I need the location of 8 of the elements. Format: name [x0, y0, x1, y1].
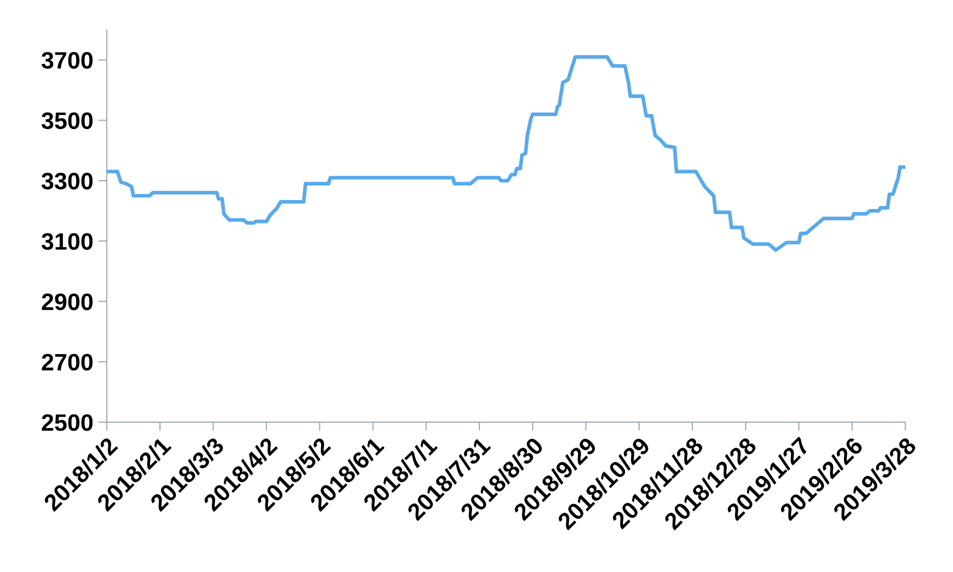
y-tick-label: 3700 [42, 52, 93, 69]
line-series [106, 55, 906, 252]
y-tick-label: 2900 [42, 293, 93, 310]
y-tick-label: 3300 [42, 172, 93, 190]
y-tick-label: 2500 [42, 414, 93, 431]
y-tick-label: 2700 [42, 354, 93, 371]
y-tick-label: 3500 [42, 112, 93, 130]
y-tick-label: 3100 [42, 233, 93, 250]
